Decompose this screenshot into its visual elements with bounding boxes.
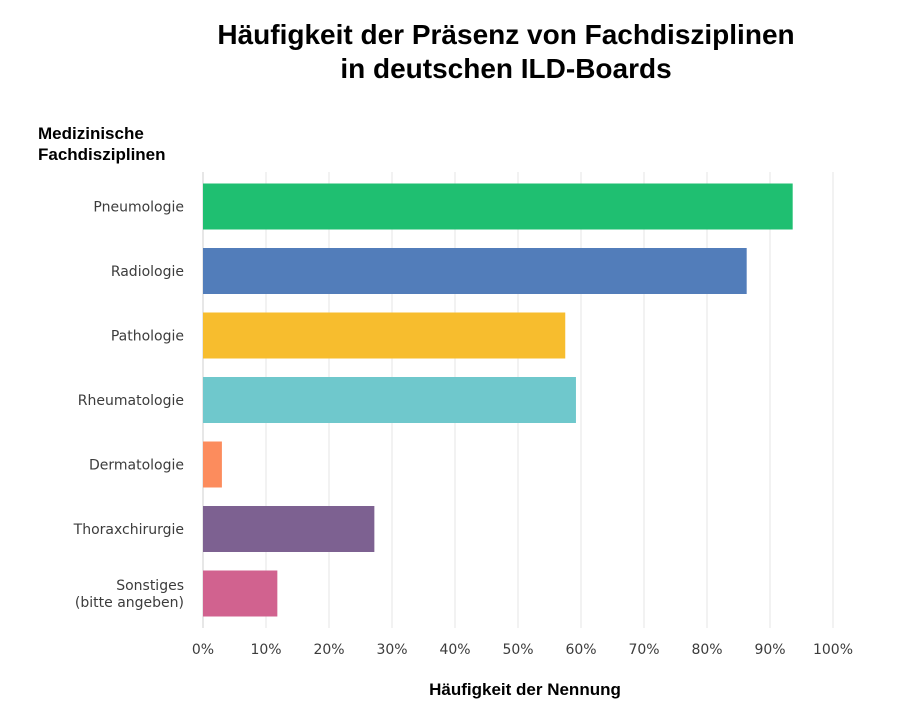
x-tick-label: 10% <box>250 642 281 658</box>
x-tick-label: 80% <box>691 642 722 658</box>
bar <box>203 248 747 294</box>
x-tick-label: 20% <box>313 642 344 658</box>
category-label: Pneumologie <box>93 200 184 216</box>
x-tick-label: 40% <box>439 642 470 658</box>
category-label: Sonstiges <box>116 578 184 594</box>
x-tick-label: 70% <box>628 642 659 658</box>
bar <box>203 377 576 423</box>
category-label: Thoraxchirurgie <box>73 522 184 538</box>
x-tick-label: 0% <box>192 642 214 658</box>
category-label: Dermatologie <box>89 458 184 474</box>
bar <box>203 312 566 359</box>
category-label: Rheumatologie <box>78 393 184 409</box>
chart-title-line-1: Häufigkeit der Präsenz von Fachdisziplin… <box>217 19 795 50</box>
y-axis-title-line-1: Medizinische <box>38 124 144 143</box>
x-tick-label: 50% <box>502 642 533 658</box>
chart-title-line-2: in deutschen ILD-Boards <box>340 53 672 84</box>
x-tick-label: 30% <box>376 642 407 658</box>
category-label: Radiologie <box>111 264 184 280</box>
y-axis-title-line-2: Fachdisziplinen <box>38 145 166 164</box>
x-tick-label: 90% <box>754 642 785 658</box>
x-axis-title: Häufigkeit der Nennung <box>429 680 621 699</box>
x-tick-label: 100% <box>813 642 853 658</box>
x-tick-labels: 0% 10% 20% 30% 40% 50% 60% 70% 80% 90% 100% <box>192 642 853 658</box>
bar <box>203 506 375 552</box>
bar <box>203 441 222 488</box>
chart-title: Häufigkeit der Präsenz von Fachdisziplin… <box>0 18 912 86</box>
category-labels: Pneumologie Radiologie Pathologie Rheumatol… <box>73 200 184 612</box>
category-label: (bitte angeben) <box>75 595 184 611</box>
bars <box>203 183 793 617</box>
category-label: Pathologie <box>111 329 184 345</box>
bar <box>203 570 278 617</box>
bar <box>203 183 793 230</box>
x-tick-label: 60% <box>565 642 596 658</box>
y-axis-title: Medizinische Fachdisziplinen <box>38 123 166 165</box>
